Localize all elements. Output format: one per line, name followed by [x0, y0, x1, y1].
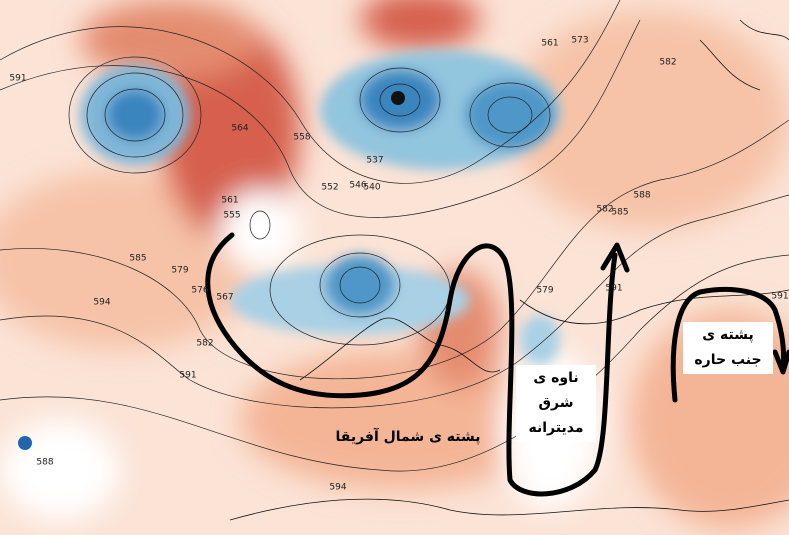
- contour-label: 582: [596, 205, 613, 215]
- contour-label: 537: [366, 156, 383, 166]
- contour-label: 564: [231, 124, 248, 134]
- annotation-box: [683, 322, 773, 374]
- contour-label: 552: [321, 183, 338, 193]
- annotation-text: مدیترانه: [529, 420, 584, 436]
- contour-label: 585: [129, 254, 146, 264]
- coastlines: [229, 19, 789, 521]
- contour-label: 579: [536, 286, 553, 296]
- contour-label: 591: [771, 292, 788, 302]
- contour-label: 546: [349, 181, 366, 191]
- contour-label: 582: [659, 58, 676, 68]
- annotation-text: شرق: [539, 395, 574, 411]
- contour-label: 588: [633, 191, 650, 201]
- contour-label: 591: [9, 74, 26, 84]
- contour-label: 591: [179, 371, 196, 381]
- contour-label: 561: [541, 39, 558, 49]
- annotation-text: پشته ی شمال آفریقا: [336, 427, 481, 445]
- contour-label: 579: [171, 266, 188, 276]
- contour-label: 594: [329, 483, 346, 493]
- annotation-strokes: [205, 232, 789, 497]
- annotations: پشته ی شمال آفریقا ناوه ی شرق مدیترانه پشته …: [336, 322, 773, 445]
- annotation-box: [516, 365, 596, 442]
- contour-label: 588: [36, 458, 53, 468]
- contour-label: 585: [611, 208, 628, 218]
- annotation-text: ناوه ی: [533, 370, 578, 386]
- contour-label: 591: [605, 284, 622, 294]
- contour-label: 576: [191, 286, 208, 296]
- contour-label: 594: [93, 298, 110, 308]
- contour-label: 555: [223, 211, 240, 221]
- contour-label: 540: [363, 183, 380, 193]
- annotation-text: جنب حاره: [694, 352, 761, 368]
- annotation-text: پشته ی: [702, 327, 753, 343]
- contour-label: 567: [216, 293, 233, 303]
- contour-label: 561: [221, 196, 238, 206]
- contour-label: 582: [196, 339, 213, 349]
- contour-label: 558: [293, 133, 310, 143]
- contour-label: 573: [571, 36, 588, 46]
